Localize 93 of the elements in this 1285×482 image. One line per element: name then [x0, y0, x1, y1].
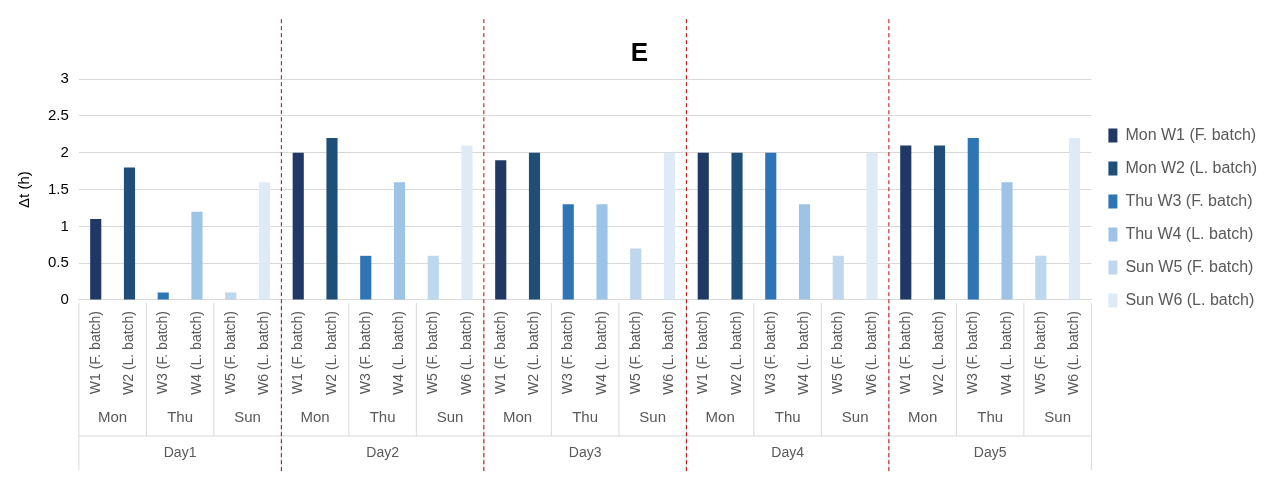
x-tick-label: W5 (F. batch): [829, 310, 846, 395]
bar: [798, 204, 811, 300]
text: Day5: [973, 443, 1007, 460]
y-tick-label: 2: [60, 142, 69, 160]
x-tick-label: W3 (F. batch): [356, 310, 373, 395]
x-tick-label: W5 (F. batch): [221, 310, 238, 395]
x-tick-label: W3 (F. batch): [559, 310, 576, 395]
text: Sun: [436, 408, 464, 426]
y-tick-label: 0.5: [47, 253, 69, 271]
x-tick-label: W6 (L. batch): [255, 310, 272, 395]
x-tick-label: W3 (F. batch): [154, 310, 171, 395]
bar: [1001, 182, 1013, 300]
text: Day4: [771, 443, 805, 460]
x-tick-label: W6 (L. batch): [660, 310, 677, 395]
bar: [630, 248, 642, 300]
bar: [528, 152, 541, 300]
bar: [90, 219, 102, 300]
text: Day1: [163, 443, 197, 460]
x-tick-label: W1 (F. batch): [896, 310, 913, 395]
x-tick-label: W2 (L. batch): [525, 310, 542, 395]
bar: [663, 152, 676, 300]
bar: [697, 152, 709, 300]
x-tick-label: W4 (L. batch): [592, 310, 609, 395]
x-tick-label: W5 (F. batch): [626, 310, 643, 395]
bar: [393, 182, 406, 300]
text: Sun: [234, 408, 261, 426]
x-tick-label: W1 (F. batch): [491, 310, 508, 395]
y-tick-label: 1.5: [47, 179, 69, 197]
legend-label: Thu W4 (L. batch): [1125, 224, 1254, 242]
bar: [1035, 255, 1047, 300]
y-tick-label: 3: [60, 69, 69, 87]
text: Thu: [369, 408, 396, 426]
bar: [292, 152, 304, 300]
bar: [765, 152, 777, 300]
bar: [967, 138, 979, 300]
text: Mon: [908, 408, 938, 426]
text: Sun: [1044, 408, 1071, 426]
x-tick-label: W1 (F. batch): [289, 310, 306, 395]
x-tick-label: W4 (L. batch): [997, 310, 1014, 395]
y-tick-label: 0: [60, 290, 69, 308]
text: Mon: [503, 408, 533, 426]
x-tick-label: W2 (L. batch): [120, 310, 137, 395]
bar: [326, 138, 338, 300]
x-tick-label: W4 (L. batch): [187, 310, 204, 395]
x-tick-label: W1 (F. batch): [86, 310, 103, 395]
bar: [495, 160, 507, 300]
chart-title: E: [630, 36, 649, 67]
text: Mon: [98, 408, 128, 426]
text: Thu: [167, 408, 194, 426]
y-axis-title: Δt (h): [15, 171, 33, 208]
legend-label: Mon W1 (F. batch): [1125, 125, 1257, 143]
text: Thu: [572, 408, 599, 426]
bar: [461, 145, 473, 300]
x-tick-label: W3 (F. batch): [761, 310, 778, 395]
x-tick-label: W5 (F. batch): [424, 310, 441, 395]
bar: [427, 255, 439, 300]
text: Day3: [568, 443, 602, 460]
x-tick-label: W6 (L. batch): [1065, 310, 1082, 395]
bar: [1068, 138, 1081, 300]
text: Mon: [300, 408, 330, 426]
x-tick-label: W6 (L. batch): [457, 310, 474, 395]
bar: [562, 204, 574, 300]
x-tick-label: W2 (L. batch): [322, 310, 339, 395]
bar: [258, 182, 271, 300]
text: Sun: [841, 408, 869, 426]
legend-label: Mon W2 (L. batch): [1125, 158, 1258, 176]
bar: [900, 145, 912, 300]
legend-label: Sun W5 (F. batch): [1125, 257, 1254, 275]
x-tick-label: W2 (L. batch): [727, 310, 744, 395]
text: Thu: [774, 408, 801, 426]
x-tick-label: W5 (F. batch): [1031, 310, 1048, 395]
x-tick-label: W4 (L. batch): [795, 310, 812, 395]
bar: [731, 152, 743, 300]
bar: [596, 204, 608, 300]
legend-label: Thu W3 (F. batch): [1125, 191, 1253, 209]
x-tick-label: W1 (F. batch): [694, 310, 711, 395]
text: Day2: [366, 443, 400, 460]
y-tick-label: 2.5: [47, 106, 69, 124]
bar: [123, 167, 136, 300]
x-tick-label: W4 (L. batch): [390, 310, 407, 395]
text: Thu: [977, 408, 1004, 426]
text: Sun: [639, 408, 666, 426]
y-tick-label: 1: [60, 216, 69, 234]
bar: [866, 152, 878, 300]
legend-label: Sun W6 (L. batch): [1125, 290, 1255, 308]
x-tick-label: W3 (F. batch): [964, 310, 981, 395]
bar: [191, 211, 203, 300]
x-tick-label: W2 (L. batch): [930, 310, 947, 395]
bar: [360, 255, 372, 300]
bar: [933, 145, 946, 300]
text: Mon: [705, 408, 735, 426]
x-tick-label: W6 (L. batch): [862, 310, 879, 395]
bar: [832, 255, 844, 300]
